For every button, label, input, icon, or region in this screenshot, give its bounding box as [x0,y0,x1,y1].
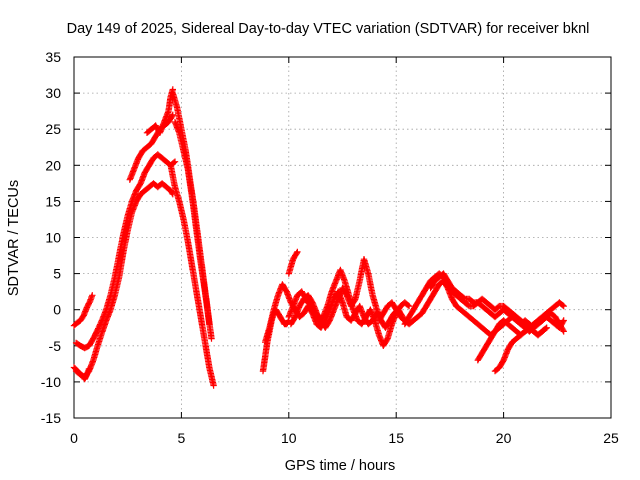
data-point [171,158,179,165]
series-pass-14 [285,248,301,277]
data-point [560,317,567,324]
y-tick-label: -5 [49,338,62,354]
data-point [89,292,96,299]
y-axis-label: SDTVAR / TECUs [6,180,22,296]
x-axis-label: GPS time / hours [285,458,395,474]
y-tick-label: 15 [45,193,61,209]
data-point [168,112,176,120]
y-tick-label: 30 [45,85,61,101]
data-point [208,335,215,342]
series-pass-19 [491,324,550,375]
data-points [70,86,567,389]
data-point [210,382,217,389]
data-point [543,324,550,331]
axis-ticks: 0 5 10 15 20 25 -15 -10 -5 0 5 10 15 20 25 30 35 [41,49,619,446]
data-point [206,320,213,328]
data-point [560,328,567,335]
data-point [559,327,567,334]
series-pass-13 [287,256,406,331]
x-tick-label: 10 [281,430,297,446]
data-point [405,302,413,310]
y-tick-label: 25 [45,121,61,137]
series-pass-17 [427,270,567,331]
grid-lines [74,57,611,418]
series-pass-4 [72,151,179,352]
y-tick-label: -15 [41,410,61,426]
x-tick-label: 5 [178,430,186,446]
y-tick-label: 5 [53,266,61,282]
series-pass-1 [70,292,96,329]
data-point [542,325,549,332]
y-tick-label: 20 [45,157,61,173]
x-tick-label: 25 [603,430,619,446]
x-tick-label: 15 [388,430,404,446]
data-point [294,248,301,256]
y-tick-label: 35 [45,49,61,65]
series-pass-9 [171,118,213,328]
y-tick-label: -10 [41,374,61,390]
data-point [559,302,566,309]
data-point [169,111,176,118]
data-point [404,302,412,309]
chart-title: Day 149 of 2025, Sidereal Day-to-day VTE… [67,21,590,37]
y-tick-label: 0 [53,302,61,318]
data-point [293,249,300,257]
data-point [88,293,95,300]
series-pass-7 [167,162,217,389]
series-pass-6 [143,86,176,136]
x-tick-label: 20 [496,430,512,446]
data-point [559,318,567,325]
y-tick-label: 10 [45,230,61,246]
data-point [560,302,567,310]
x-tick-label: 0 [70,430,78,446]
